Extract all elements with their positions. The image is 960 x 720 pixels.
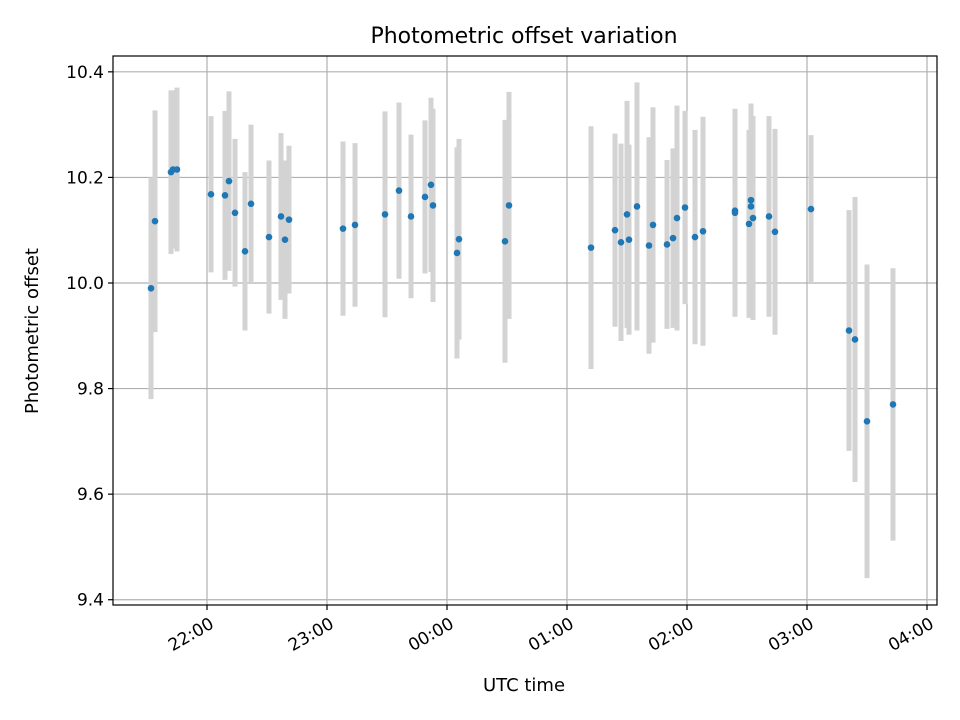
data-point [207,191,215,198]
data-point [421,193,429,201]
data-point [747,196,755,204]
data-point [265,233,273,241]
data-point [765,213,773,220]
data-point [749,214,757,222]
data-point [501,237,509,245]
data-point [673,214,681,222]
data-point [663,241,671,248]
y-axis-ticks: 9.4 9.6 9.8 10.0 10.2 10.4 [66,63,113,611]
data-point [633,203,641,210]
data-point [151,217,159,225]
data-point [649,221,657,229]
data-point [851,336,859,343]
data-point [429,202,437,209]
y-tick-label: 9.4 [77,591,104,611]
data-point [455,235,463,243]
data-point [231,209,239,217]
data-point [625,236,633,244]
data-point [427,181,435,189]
data-point [395,187,403,194]
data-point [863,417,871,425]
y-tick-label: 9.8 [77,380,104,400]
data-point [277,213,285,220]
data-point [731,207,739,214]
data-point [691,233,699,241]
data-point [611,226,619,234]
data-point [453,249,461,257]
data-point [147,284,155,292]
data-point [247,200,255,208]
data-point [381,211,389,218]
data-point [241,248,249,255]
data-point [221,192,229,199]
data-point [623,211,631,218]
data-point [173,166,181,173]
data-point [407,213,415,220]
y-tick-label: 10.4 [66,63,104,83]
x-axis-label: UTC time [483,675,565,696]
data-point [617,239,625,246]
point-layer [147,166,897,425]
data-point [699,227,707,235]
data-point [845,327,853,334]
data-point [889,401,897,408]
data-point [669,234,677,242]
data-point [771,228,779,236]
data-point [285,216,293,223]
data-point [351,221,359,229]
data-point [281,236,289,244]
data-point [681,204,689,211]
data-point [645,242,653,249]
y-tick-label: 10.0 [66,274,104,294]
y-tick-label: 10.2 [66,168,104,188]
plot-frame [112,55,938,606]
data-point [747,203,755,210]
data-point [225,177,233,185]
y-axis-label: Photometric offset [22,248,43,414]
data-point [505,202,513,209]
data-point [587,244,595,251]
data-point [745,220,753,228]
chart-title: Photometric offset variation [370,24,677,49]
data-point [807,205,815,213]
y-tick-label: 9.6 [77,485,104,505]
data-point [339,225,347,232]
